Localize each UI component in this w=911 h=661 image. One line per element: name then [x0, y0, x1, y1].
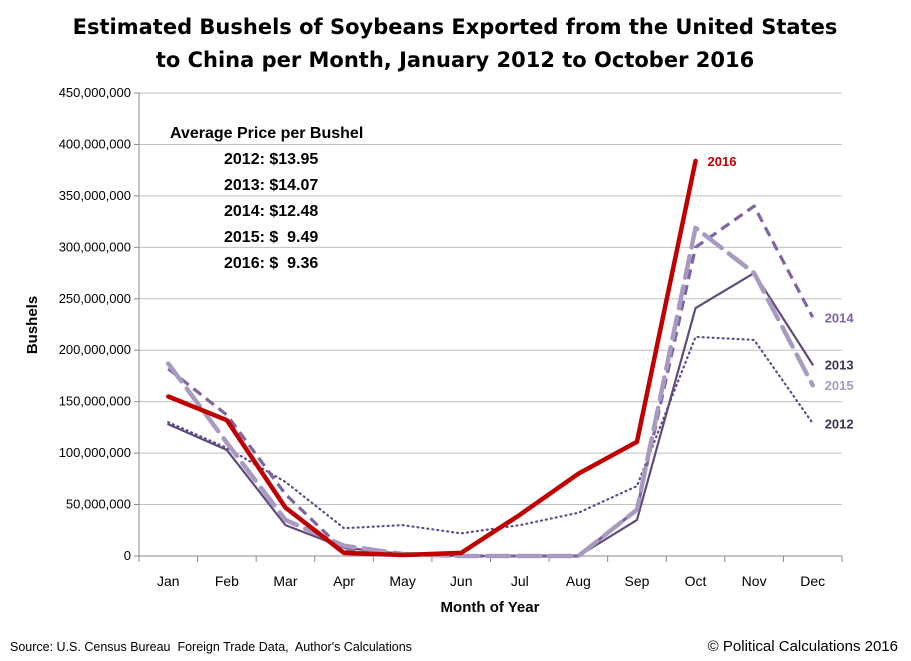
y-tick-label: 450,000,000	[59, 85, 131, 100]
annotation-line: 2014: $12.48	[224, 203, 318, 220]
x-tick-label: Jul	[511, 573, 529, 589]
y-tick-label: 350,000,000	[59, 188, 131, 203]
chart-title-line-1: Estimated Bushels of Soybeans Exported f…	[73, 15, 838, 39]
y-axis-label: Bushels	[24, 296, 41, 354]
x-tick-label: Dec	[800, 573, 825, 589]
annotation-line: 2015: $ 9.49	[224, 229, 318, 246]
x-tick-label: Jan	[157, 573, 180, 589]
x-tick-label: Feb	[215, 573, 239, 589]
x-tick-label: Mar	[273, 573, 297, 589]
series-line-2012	[167, 335, 814, 535]
chart-title-line-2: to China per Month, January 2012 to Octo…	[156, 48, 754, 72]
y-tick-label: 100,000,000	[59, 445, 131, 460]
series-label-2014: 2014	[825, 310, 855, 325]
annotation-line: 2013: $14.07	[224, 177, 318, 194]
price-annotation: Average Price per Bushel 2012: $13.95 20…	[170, 125, 363, 272]
series-line-2016	[166, 158, 698, 558]
annotation-heading: Average Price per Bushel	[170, 125, 363, 142]
annotation-line: 2012: $13.95	[224, 151, 318, 168]
x-tick-label: Sep	[624, 573, 649, 589]
series-line-2013	[167, 271, 814, 558]
y-tick-label: 300,000,000	[59, 239, 131, 254]
series-line-2015	[166, 225, 815, 559]
y-tick-label: 250,000,000	[59, 291, 131, 306]
x-tick-label: May	[389, 573, 415, 589]
y-tick-label: 150,000,000	[59, 394, 131, 409]
x-tick-label: Nov	[742, 573, 767, 589]
y-tick-label: 200,000,000	[59, 342, 131, 357]
source-note: Source: U.S. Census Bureau Foreign Trade…	[10, 640, 412, 654]
y-tick-label: 0	[124, 548, 131, 563]
series-label-2015: 2015	[825, 378, 854, 393]
y-tick-label: 400,000,000	[59, 136, 131, 151]
x-tick-label: Aug	[566, 573, 591, 589]
series-label-2013: 2013	[825, 358, 854, 373]
x-tick-label: Apr	[333, 573, 355, 589]
copyright: © Political Calculations 2016	[708, 638, 898, 655]
y-tick-label: 50,000,000	[66, 497, 131, 512]
annotation-line: 2016: $ 9.36	[224, 255, 318, 272]
series-label-2012: 2012	[825, 416, 854, 431]
x-tick-label: Oct	[685, 573, 707, 589]
x-axis-label: Month of Year	[441, 599, 540, 616]
series-label-2016: 2016	[708, 154, 737, 169]
x-tick-label: Jun	[450, 573, 473, 589]
